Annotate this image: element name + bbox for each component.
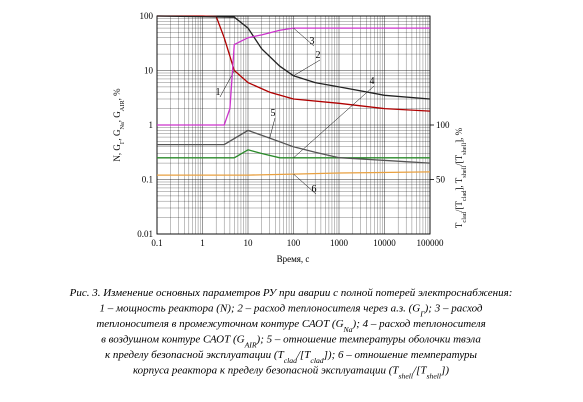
series-line [157,27,430,126]
y-tick-label: 10 [144,66,154,76]
text-part: ); 5 – отношение температуры оболочки тв… [256,334,482,346]
text-part: /[T [454,154,464,165]
x-tick-label: 1 [200,238,205,248]
text-part: , % [112,88,122,101]
subscript: Na [119,122,126,130]
x-tick-label: 100000 [417,238,445,248]
y2-tick-label: 100 [436,120,450,130]
caption-line: теплоносителя в промежуточном контуре СА… [96,318,485,334]
subscript: shell [461,143,468,155]
y2-tick-label: 50 [436,175,446,185]
subscript: clad [461,211,468,222]
subscript: AIR [119,100,126,112]
text-part: ], T [454,177,464,190]
y-tick-label: 0.01 [137,229,153,239]
text-part: ); 4 – расход теплоносителя [352,318,486,330]
y-tick-label: 1 [149,120,154,130]
text-part: к пределу безопасной эксплуатации (T [105,349,285,361]
y2-axis-label: Tclad/[Tclad], Tshell/[Tshell], % [454,127,468,228]
text-part: N, G [112,144,122,162]
caption-line: Рис. 3. Изменение основных параметров РУ… [69,287,513,299]
y-tick-label: 100 [140,11,154,21]
text-part: ]); 6 – отношение температуры [323,349,478,361]
caption-line: корпуса реактора к пределу безопасной эк… [133,365,449,381]
subscript: shell [399,371,414,380]
subscript: Г [119,140,126,144]
series-line [156,15,431,100]
text-part: T [454,222,464,228]
x-tick-label: 10000 [373,238,396,248]
text-part: теплоносителя в промежуточном контуре СА… [96,318,343,330]
series-line [157,129,431,164]
series-label: 4 [370,76,375,87]
text-part: в воздушном контуре САОТ (G [101,334,244,346]
subscript: shell [461,166,468,178]
x-tick-label: 100 [287,238,301,248]
text-part: ]) [440,365,449,377]
caption-line: в воздушном контуре САОТ (GAIR); 5 – отн… [101,334,481,350]
text-part: , G [112,129,122,141]
subscript: Г [419,309,425,318]
x-tick-label: 1000 [330,238,349,248]
text-part: /[T [412,365,427,377]
series-label: 1 [216,87,221,98]
label-leader [293,59,321,76]
y-axis-label: N, GГ, GNa, GAIR, % [112,88,126,162]
label-leader [293,27,315,47]
text-part: 1 – мощность реактора (N); 2 – расход те… [100,303,421,315]
label-leader [293,173,317,195]
x-tick-label: 0.1 [151,238,162,248]
text-part: , G [112,111,122,123]
series-label: 2 [316,50,321,61]
subscript: clad [284,356,297,365]
subscript: shell [427,371,442,380]
subscript: Na [343,325,353,334]
x-axis-label: Время, с [277,254,310,264]
series-label: 5 [271,108,276,119]
caption-line: 1 – мощность реактора (N); 2 – расход те… [100,303,483,319]
series-line [157,149,430,159]
x-tick-label: 10 [244,238,254,248]
text-part: ); 3 – расход [424,303,483,315]
subscript: AIR [244,340,257,349]
series-label: 3 [310,36,315,47]
label-leader [293,85,375,158]
label-leader [269,117,276,139]
text-part: корпуса реактора к пределу безопасной эк… [133,365,399,377]
series-label: 6 [312,184,317,195]
text-part: Рис. 3. Изменение основных параметров РУ… [69,287,513,299]
caption-line: к пределу безопасной эксплуатации (Tclad… [105,349,478,365]
subscript: clad [310,356,323,365]
text-part: /[T [454,201,464,212]
text-part: /[T [296,349,311,361]
text-part: ], % [454,127,464,142]
y-tick-label: 0.1 [142,175,153,185]
subscript: clad [461,190,468,201]
